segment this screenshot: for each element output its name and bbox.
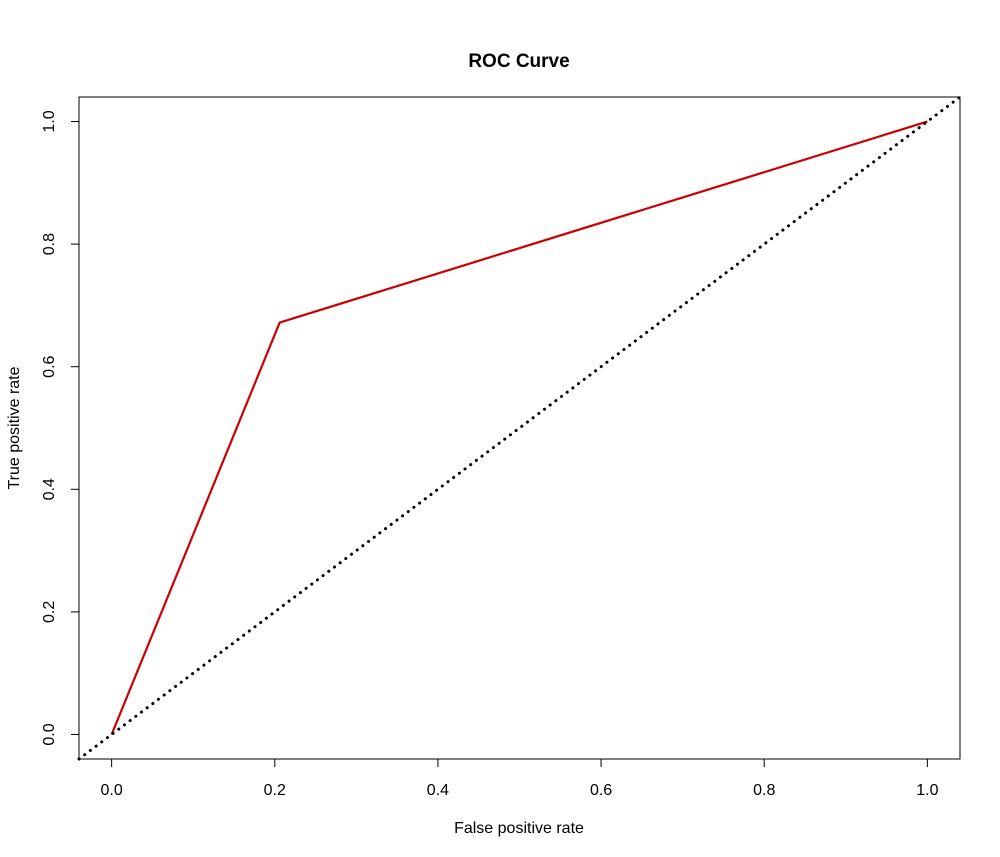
x-axis-label: False positive rate bbox=[454, 820, 584, 837]
roc-curve-line bbox=[110, 120, 928, 735]
x-tick-label: 0.6 bbox=[590, 782, 612, 799]
x-tick-label: 0.0 bbox=[101, 782, 123, 799]
y-tick-label: 1.0 bbox=[41, 110, 58, 132]
chart-title: ROC Curve bbox=[468, 51, 569, 72]
x-tick-label: 1.0 bbox=[916, 782, 938, 799]
x-tick-label: 0.8 bbox=[753, 782, 775, 799]
x-tick-label: 0.4 bbox=[427, 782, 449, 799]
plot-frame bbox=[78, 96, 961, 760]
x-axis: 0.0 0.2 0.4 0.6 0.8 1.0 bbox=[101, 759, 939, 799]
y-axis-label: True positive rate bbox=[6, 366, 23, 489]
y-tick-label: 0.0 bbox=[41, 723, 58, 745]
y-tick-label: 0.6 bbox=[41, 355, 58, 377]
y-tick-label: 0.2 bbox=[41, 601, 58, 623]
series-layer bbox=[77, 95, 962, 761]
y-tick-label: 0.4 bbox=[41, 478, 58, 500]
y-tick-label: 0.8 bbox=[41, 233, 58, 255]
y-axis: 0.0 0.2 0.4 0.6 0.8 1.0 bbox=[41, 110, 79, 746]
x-tick-label: 0.2 bbox=[264, 782, 286, 799]
diagonal-reference-line bbox=[77, 95, 962, 761]
